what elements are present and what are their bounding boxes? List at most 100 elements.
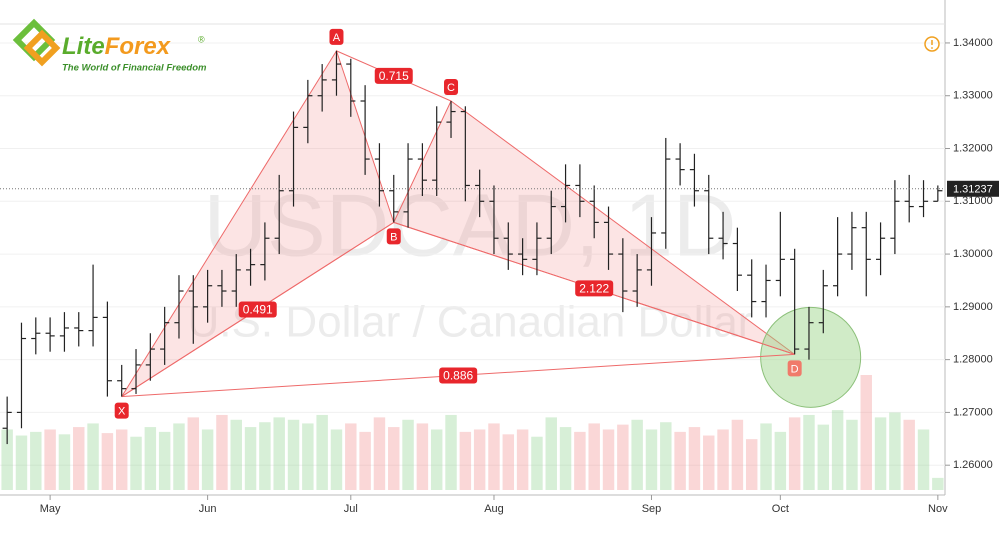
volume-layer — [1, 375, 944, 490]
volume-bar — [115, 429, 128, 490]
volume-bar — [903, 419, 915, 490]
volume-bar — [860, 375, 872, 490]
volume-bar — [445, 414, 457, 490]
y-tick-label: 1.34000 — [953, 37, 993, 49]
point-label: C — [447, 82, 455, 94]
volume-bar — [30, 431, 42, 490]
x-tick-label: Jun — [199, 503, 217, 515]
volume-bar — [459, 431, 472, 490]
volume-bar — [473, 429, 486, 490]
last-price-box — [947, 180, 999, 197]
logo-name: LiteForex — [62, 33, 172, 60]
volume-bar — [316, 414, 328, 490]
volume-bar — [588, 423, 600, 490]
point-label: X — [118, 405, 126, 417]
volume-bar — [674, 431, 686, 490]
volume-bar — [631, 419, 643, 490]
ratio-label-box — [374, 67, 413, 84]
watermark: USDCAD, 1D — [204, 175, 737, 274]
volume-bar — [502, 434, 515, 490]
y-tick-label: 1.28000 — [953, 354, 993, 366]
x-tick-label: May — [40, 503, 61, 515]
logo-mark — [23, 29, 61, 67]
point-label: A — [333, 32, 341, 44]
y-tick-label: 1.30000 — [953, 248, 993, 260]
volume-bar — [831, 410, 844, 490]
ratio-label-box — [238, 301, 277, 318]
logo-name-part: Lite — [62, 33, 105, 60]
volume-bar — [617, 424, 629, 490]
y-tick-label: 1.32000 — [953, 142, 993, 154]
volume-bar — [917, 429, 930, 490]
volume-bar — [302, 423, 314, 490]
volume-bar — [416, 423, 429, 490]
volume-bar — [602, 429, 615, 490]
volume-bar — [1, 429, 13, 490]
alert-icon[interactable] — [924, 36, 940, 52]
x-tick-label: Jul — [344, 503, 358, 515]
volume-bar — [717, 429, 729, 490]
point-label-box — [386, 228, 401, 245]
volume-bar — [44, 429, 56, 490]
volume-bar — [488, 423, 500, 490]
alert-dot — [931, 47, 933, 49]
volume-bar — [130, 436, 142, 490]
volume-bar — [244, 427, 257, 490]
volume-bar — [359, 431, 371, 490]
y-tick-label: 1.29000 — [953, 301, 993, 313]
volume-bar — [87, 423, 99, 490]
logo: LiteForex ® The World of Financial Freed… — [12, 18, 207, 74]
volume-bar — [574, 431, 586, 490]
alert-circle — [924, 36, 940, 52]
volume-bar — [373, 417, 386, 490]
volume-bar — [660, 422, 672, 490]
ratio-label: 0.715 — [379, 69, 409, 83]
ratio-label-box — [439, 367, 478, 384]
ratio-label-box — [575, 280, 614, 297]
volume-bar — [230, 419, 242, 490]
volume-bar — [273, 417, 285, 490]
y-tick-label: 1.33000 — [953, 90, 993, 102]
volume-bar — [545, 417, 557, 490]
background-layer: USDCAD, 1D U.S. Dollar / Canadian Dollar 1… — [0, 0, 993, 515]
labels-layer: 0.491 0.715 2.122 0.886 X A B C D 1.31237 — [0, 28, 999, 419]
y-tick-label: 1.31000 — [953, 195, 993, 207]
ratio-label: 2.122 — [579, 282, 609, 296]
volume-bar — [745, 439, 758, 490]
volume-bar — [216, 414, 228, 490]
point-label-box — [787, 360, 802, 377]
last-price-label: 1.31237 — [953, 184, 993, 196]
volume-bar — [58, 434, 71, 490]
volume-bar — [187, 417, 200, 490]
watermark: U.S. Dollar / Canadian Dollar — [188, 298, 753, 347]
volume-bar — [287, 419, 300, 490]
x-tick-label: Oct — [772, 503, 789, 515]
volume-bar — [173, 423, 185, 490]
volume-bar — [817, 424, 830, 490]
point-label-box — [114, 402, 129, 419]
volume-bar — [144, 427, 157, 490]
bars-layer — [2, 50, 943, 445]
logo-registered: ® — [198, 34, 205, 44]
volume-bar — [345, 423, 357, 490]
point-label: D — [791, 363, 799, 375]
logo-name-part: Forex — [105, 33, 172, 60]
volume-bar — [201, 429, 214, 490]
logo-tagline: The World of Financial Freedom — [62, 63, 207, 74]
volume-bar — [889, 412, 901, 490]
x-tick-label: Sep — [642, 503, 662, 515]
volume-bar — [932, 477, 944, 490]
volume-bar — [874, 417, 887, 490]
volume-bar — [516, 429, 529, 490]
volume-bar — [645, 429, 658, 490]
x-tick-label: Nov — [928, 503, 948, 515]
volume-bar — [688, 427, 701, 490]
volume-bar — [15, 435, 28, 490]
point-label-box — [329, 28, 344, 45]
volume-bar — [402, 419, 414, 490]
volume-bar — [803, 414, 815, 490]
volume-bar — [559, 427, 572, 490]
volume-bar — [330, 429, 343, 490]
